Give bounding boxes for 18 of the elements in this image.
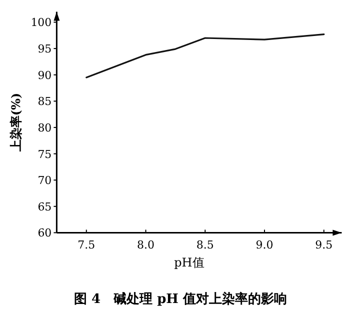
x-tick-label: 8.0 xyxy=(137,238,155,252)
y-tick-label: 75 xyxy=(38,148,52,161)
y-tick-label: 95 xyxy=(38,42,52,56)
x-tick-label: 9.0 xyxy=(256,238,274,252)
y-tick-label: 65 xyxy=(38,200,52,214)
x-tick-label: 9.5 xyxy=(315,238,333,252)
x-tick-label: 7.5 xyxy=(78,238,96,252)
y-tick-label: 85 xyxy=(38,95,52,108)
y-tick-label: 60 xyxy=(38,226,52,240)
y-tick-label: 80 xyxy=(38,121,52,134)
line-series xyxy=(86,34,325,78)
y-tick-label: 70 xyxy=(38,174,52,188)
x-axis-title: pH值 xyxy=(174,256,204,270)
text: 图 4 碱处理 pH 值对上染率的影响 xyxy=(74,291,287,307)
y-tick-label: 90 xyxy=(38,68,52,82)
y-tick-label: 100 xyxy=(30,16,52,30)
x-tick-label: 8.5 xyxy=(196,238,214,252)
y-axis-title: 上染率(%) xyxy=(9,92,23,153)
